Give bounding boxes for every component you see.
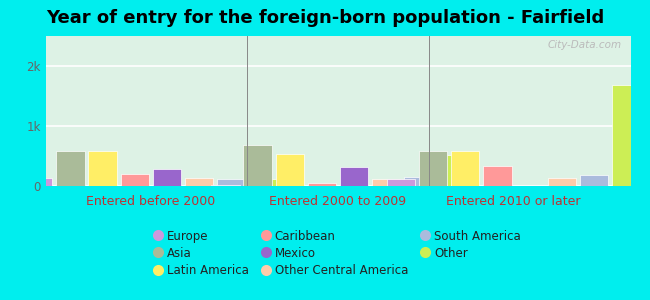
Bar — [211, 185, 240, 186]
Bar — [120, 174, 149, 186]
Bar — [372, 178, 400, 186]
Bar — [56, 151, 84, 186]
Bar — [88, 151, 117, 186]
Bar — [243, 145, 272, 186]
Bar — [249, 179, 278, 186]
Text: Year of entry for the foreign-born population - Fairfield: Year of entry for the foreign-born popul… — [46, 9, 604, 27]
Bar — [340, 167, 369, 186]
Bar — [580, 175, 608, 186]
Bar — [387, 179, 415, 186]
Bar — [436, 155, 465, 186]
Text: Entered 2010 or later: Entered 2010 or later — [447, 195, 580, 208]
Bar — [451, 151, 480, 186]
Bar — [419, 151, 447, 186]
Bar — [153, 169, 181, 186]
Bar — [217, 179, 246, 186]
Bar — [185, 178, 213, 186]
Legend: Europe, Asia, Latin America, Caribbean, Mexico, Other Central America, South Ame: Europe, Asia, Latin America, Caribbean, … — [150, 225, 526, 282]
Text: Entered 2000 to 2009: Entered 2000 to 2009 — [270, 195, 406, 208]
Bar — [307, 183, 336, 186]
Bar — [612, 85, 640, 186]
Bar — [404, 177, 433, 186]
Bar — [24, 178, 53, 186]
Text: City-Data.com: City-Data.com — [547, 40, 621, 50]
Text: Entered before 2000: Entered before 2000 — [86, 195, 215, 208]
Bar — [483, 166, 512, 186]
Bar — [276, 154, 304, 186]
Bar — [547, 178, 576, 186]
